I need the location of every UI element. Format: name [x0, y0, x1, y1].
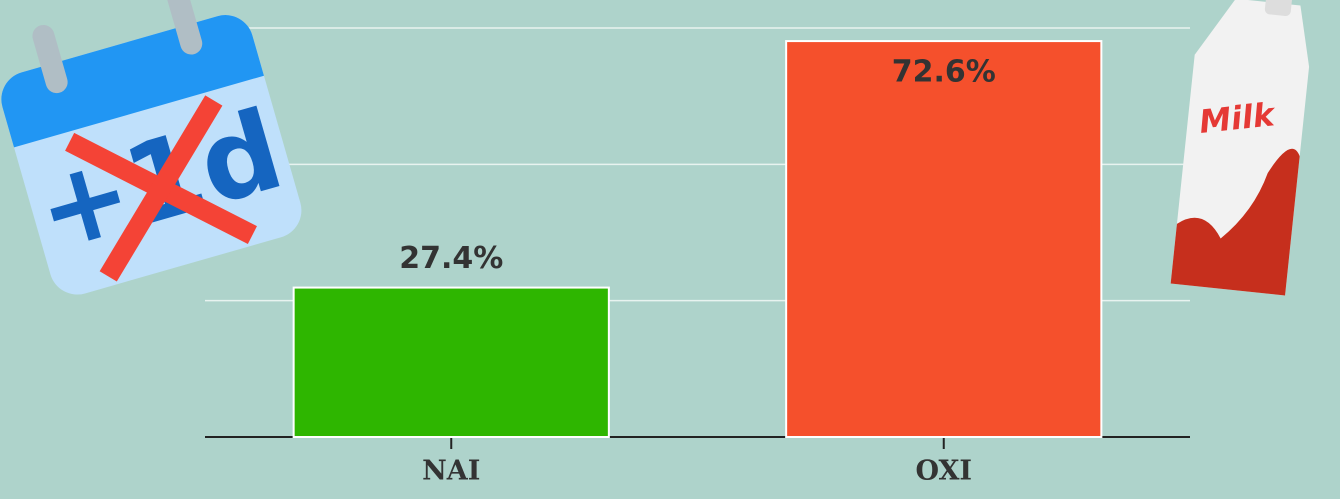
x-tick-label: OXI — [915, 456, 972, 487]
carton-wave — [1170, 148, 1300, 296]
bar — [292, 286, 610, 438]
x-tick-label: NAI — [422, 456, 480, 487]
cross — [99, 95, 223, 282]
milk-text: Milk — [1197, 95, 1277, 141]
bar — [785, 40, 1103, 438]
calendar-ring — [32, 24, 68, 94]
cap — [1264, 0, 1293, 17]
calendar-icon: +1d — [1, 0, 302, 295]
calendar-ring — [167, 0, 203, 55]
value-label: 72.6% — [892, 55, 996, 90]
milk-icon: Milk — [1170, 0, 1310, 296]
plot: NAI 27.4% OXI 72.6% — [205, 27, 1190, 487]
value-label: 27.4% — [399, 241, 503, 276]
